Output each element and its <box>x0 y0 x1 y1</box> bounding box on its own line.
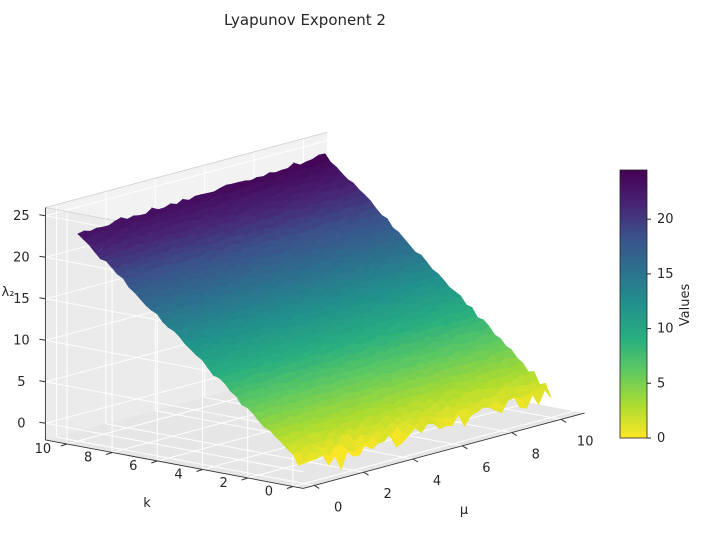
x-tick-label: 8 <box>532 448 540 463</box>
x-tick-mark <box>462 445 468 450</box>
y-tick-label: 4 <box>174 468 182 483</box>
x-tick-mark <box>560 418 567 423</box>
colorbar-tick-label: 15 <box>657 267 674 282</box>
z-axis-label: λ₂ <box>2 285 15 300</box>
y-axis-line <box>45 439 304 489</box>
z-tick-mark <box>39 380 46 383</box>
grid-z-left <box>45 422 304 473</box>
x-tick-label: 10 <box>577 434 594 449</box>
colorbar-tick-label: 20 <box>657 212 674 227</box>
z-tick-label: 0 <box>17 416 25 431</box>
y-axis-label: k <box>143 496 151 511</box>
x-tick-label: 4 <box>433 474 441 489</box>
colorbar-gradient <box>619 169 648 439</box>
x-tick-mark <box>363 471 369 476</box>
y-tick-label: 6 <box>129 459 137 474</box>
y-tick-label: 2 <box>220 476 228 491</box>
x-tick-label: 2 <box>383 487 391 502</box>
colorbar-tick-label: 10 <box>657 322 674 337</box>
y-tick-label: 10 <box>35 442 52 457</box>
pane-edge <box>45 131 328 208</box>
x-tick-mark <box>313 484 320 489</box>
x-tick-label: 6 <box>482 461 490 476</box>
z-tick-mark <box>39 214 46 217</box>
z-tick-mark <box>39 297 46 300</box>
z-tick-label: 15 <box>13 292 30 307</box>
y-tick-mark <box>286 486 294 489</box>
y-tick-mark <box>151 460 158 464</box>
y-tick-mark <box>60 443 68 447</box>
colorbar-tick-label: 5 <box>657 376 665 391</box>
surface-plot <box>77 153 552 471</box>
x-axis-label: μ <box>460 503 468 518</box>
y-tick-mark <box>196 469 203 472</box>
z-tick-mark <box>39 338 46 341</box>
y-tick-label: 8 <box>84 451 92 466</box>
z-tick-label: 20 <box>13 250 30 265</box>
chart-title: Lyapunov Exponent 2 <box>224 11 386 29</box>
surface-patch <box>298 460 311 466</box>
y-tick-mark <box>241 477 248 481</box>
colorbar: 0 5 10 15 20 <box>619 169 674 446</box>
grid-y-floor <box>247 402 530 479</box>
z-tick-mark <box>39 255 46 258</box>
grid-z-back <box>45 140 328 217</box>
z-tick-mark <box>39 421 46 424</box>
y-tick-label: 0 <box>265 485 273 500</box>
x-tick-mark <box>511 432 518 437</box>
x-tick-mark <box>412 458 419 463</box>
y-tick-mark <box>105 452 113 455</box>
x-tick-label: 0 <box>334 500 342 515</box>
z-tick-label: 25 <box>13 209 30 224</box>
x-axis-line <box>302 412 585 489</box>
colorbar-tick-label: 0 <box>657 431 665 446</box>
grid-y-floor <box>292 410 575 487</box>
axis-ticks: 0 2 4 6 8 10 0 2 4 6 8 10 0 5 10 15 20 25 <box>13 207 594 515</box>
colorbar-label: Values <box>678 284 693 327</box>
grid-x-floor <box>105 423 364 473</box>
z-tick-label: 5 <box>17 375 25 390</box>
z-tick-label: 10 <box>13 333 30 348</box>
grid-x-floor <box>56 436 315 486</box>
